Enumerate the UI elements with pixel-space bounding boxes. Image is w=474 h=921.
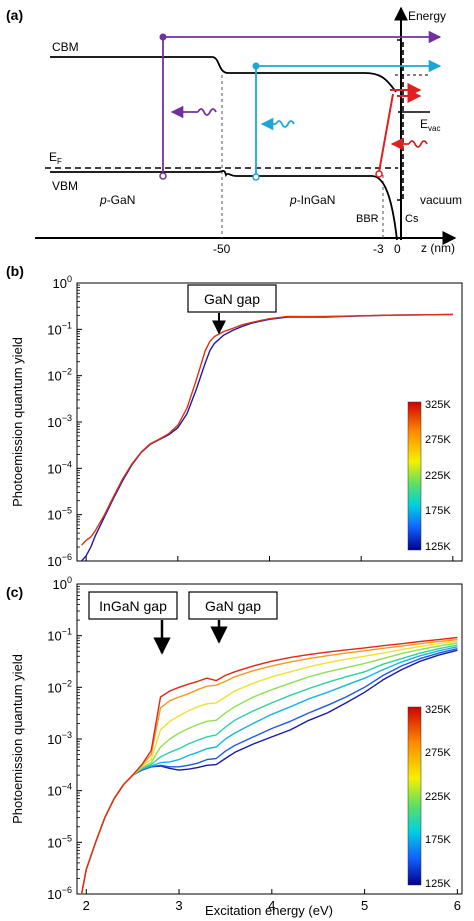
colorbar-label: 175K bbox=[425, 505, 451, 517]
panel-label-c: (c) bbox=[6, 584, 23, 600]
z-axis-label: z (nm) bbox=[421, 241, 455, 255]
ingan-photon-icon bbox=[275, 120, 295, 128]
vbm-label: VBM bbox=[52, 179, 78, 193]
bbr-photon-icon bbox=[408, 140, 428, 148]
y-tick-label: 10−5 bbox=[47, 833, 72, 850]
gan-electron bbox=[159, 33, 167, 41]
region-pingan: p-InGaN bbox=[289, 193, 335, 207]
cs-layer bbox=[397, 39, 404, 201]
panel-label-b: (b) bbox=[6, 263, 24, 279]
axis-ticks-b: 10−6 10−5 10−4 10−3 10−2 10−1 100 bbox=[47, 274, 454, 569]
colorbar-gradient bbox=[407, 706, 422, 886]
region-cs: Cs bbox=[405, 213, 419, 225]
y-tick-label: 10−4 bbox=[47, 782, 72, 799]
xlabel-c: Excitation energy (eV) bbox=[205, 903, 333, 918]
colorbar-label: 325K bbox=[425, 399, 451, 411]
colorbar-b: 325K 275K 225K 175K 125K bbox=[407, 399, 451, 553]
cbm-label: CBM bbox=[52, 40, 79, 54]
ylabel-b: Photoemission quantum yield bbox=[10, 337, 25, 507]
y-tick-label: 10−1 bbox=[47, 627, 72, 644]
y-tick-label: 10−3 bbox=[47, 730, 72, 747]
y-tick-label: 100 bbox=[53, 575, 72, 592]
series-group-c bbox=[80, 636, 458, 895]
annotation-text: GaN gap bbox=[204, 291, 260, 307]
annotation-text: GaN gap bbox=[205, 598, 261, 614]
annotation-gan-gap-c: GaN gap bbox=[188, 591, 278, 644]
x-tick-label: 3 bbox=[175, 898, 182, 913]
series-line-0 bbox=[81, 313, 453, 562]
x-tick-label: 6 bbox=[454, 898, 461, 913]
z-tick-0: 0 bbox=[394, 242, 401, 256]
gan-hole bbox=[159, 172, 167, 180]
annotation-box bbox=[188, 591, 278, 620]
y-tick-label: 100 bbox=[53, 274, 72, 291]
chart-b: (b) 10−6 10−5 10−4 10−3 10−2 10−1 100 Photoemi… bbox=[6, 263, 463, 569]
band-diagram: (a) z (nm) -50 -3 0 Energy CBM EF VBM Ev… bbox=[6, 6, 462, 256]
ingan-electron bbox=[252, 62, 260, 70]
cbm-line bbox=[50, 56, 397, 93]
series-group-b bbox=[81, 313, 453, 562]
colorbar-label: 125K bbox=[425, 541, 451, 553]
ingan-hole bbox=[252, 173, 260, 181]
y-tick-label: 10−2 bbox=[47, 367, 72, 384]
region-vacuum: vacuum bbox=[420, 193, 462, 207]
bbr-transition bbox=[378, 93, 394, 173]
colorbar-label: 125K bbox=[425, 878, 451, 890]
plot-frame-c bbox=[76, 583, 463, 895]
series-line-7 bbox=[80, 636, 458, 895]
vbm-line bbox=[50, 169, 398, 241]
y-tick-label: 10−6 bbox=[47, 552, 72, 569]
y-tick-label: 10−4 bbox=[47, 459, 72, 476]
bbr-hole bbox=[375, 170, 383, 178]
colorbar-label: 275K bbox=[425, 434, 451, 446]
evac-label: Evac bbox=[420, 117, 440, 133]
annotation-gan-gap-b: GaN gap bbox=[187, 284, 277, 335]
z-tick-minus50: -50 bbox=[213, 242, 231, 256]
y-tick-label: 10−5 bbox=[47, 506, 72, 523]
x-tick-label: 5 bbox=[361, 898, 368, 913]
colorbar-label: 175K bbox=[425, 834, 451, 846]
gan-photon-icon bbox=[197, 108, 217, 116]
energy-axis-label: Energy bbox=[408, 9, 446, 23]
region-pgan: p-GaN bbox=[99, 193, 135, 207]
series-line-5 bbox=[80, 640, 458, 895]
y-tick-label: 10−6 bbox=[47, 885, 72, 902]
x-tick-label: 4 bbox=[268, 898, 275, 913]
series-line-1 bbox=[81, 313, 453, 546]
colorbar-gradient bbox=[407, 401, 422, 551]
axis-ticks-c: 10−6 10−5 10−4 10−3 10−2 10−1 100 2 3 4 5 6 bbox=[47, 575, 461, 913]
colorbar-label: 325K bbox=[425, 704, 451, 716]
plot-frame-b bbox=[76, 282, 463, 562]
y-tick-label: 10−1 bbox=[47, 320, 72, 337]
colorbar-label: 225K bbox=[425, 470, 451, 482]
annotation-text: InGaN gap bbox=[99, 598, 167, 614]
fermi-label: EF bbox=[49, 150, 62, 166]
region-bbr: BBR bbox=[356, 213, 379, 225]
y-tick-label: 10−2 bbox=[47, 678, 72, 695]
y-tick-label: 10−3 bbox=[47, 413, 72, 430]
annotation-box bbox=[187, 284, 277, 313]
colorbar-label: 275K bbox=[425, 747, 451, 759]
annotation-ingan-gap-c: InGaN gap bbox=[88, 591, 178, 655]
colorbar-label: 225K bbox=[425, 791, 451, 803]
x-tick-label: 2 bbox=[83, 898, 90, 913]
panel-label-a: (a) bbox=[6, 7, 23, 23]
annotation-box bbox=[88, 591, 178, 620]
z-tick-minus3: -3 bbox=[373, 242, 384, 256]
ylabel-c: Photoemission quantum yield bbox=[10, 654, 25, 824]
chart-c: (c) 10−6 10−5 10−4 10−3 10−2 10−1 100 2 3 4 5 6 Pho… bbox=[6, 575, 463, 918]
colorbar-c: 325K 275K 225K 175K 125K bbox=[407, 704, 451, 890]
